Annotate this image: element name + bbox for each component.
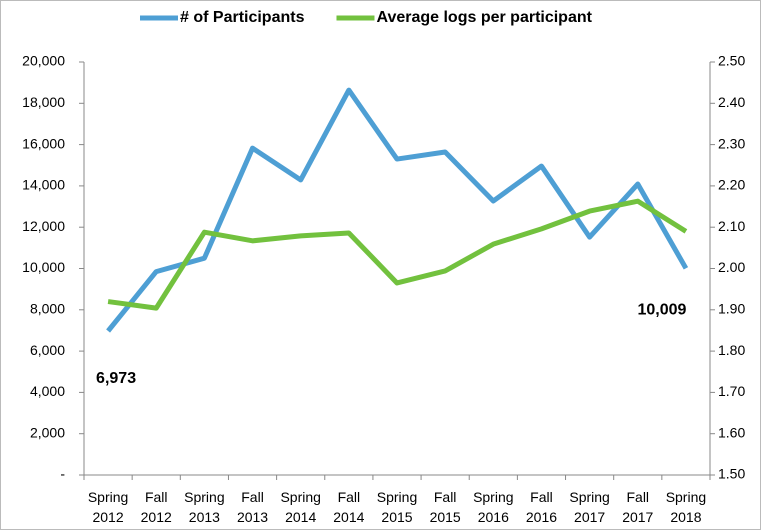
- data-label: 6,973: [96, 370, 136, 387]
- y2-tick-label: 2.20: [718, 177, 745, 193]
- y-tick-label: 6,000: [30, 342, 65, 358]
- x-tick-label: Spring 2012: [87, 489, 129, 525]
- x-tick-label: Spring 2017: [569, 489, 610, 525]
- y-tick-label: 18,000: [22, 94, 65, 110]
- y2-tick-label: 1.90: [718, 301, 745, 317]
- x-tick-label: Fall 2014: [333, 489, 365, 525]
- y-tick-label: 12,000: [22, 218, 65, 234]
- y-tick-label: 8,000: [30, 301, 65, 317]
- y-tick-label: -: [60, 466, 65, 482]
- x-tick-label: Fall 2015: [429, 489, 461, 525]
- y2-tick-label: 2.30: [718, 135, 745, 151]
- y-tick-label: 16,000: [22, 135, 65, 151]
- series-line: [106, 87, 689, 333]
- y2-tick-label: 1.50: [718, 466, 745, 482]
- series-line: [107, 198, 688, 311]
- x-tick-label: Fall 2012: [140, 489, 172, 525]
- x-tick-label: Fall 2016: [525, 489, 558, 525]
- y-tick-label: 14,000: [22, 177, 65, 193]
- y2-tick-label: 1.70: [718, 383, 745, 399]
- x-tick-label: Fall 2017: [622, 489, 654, 525]
- y-tick-label: 10,000: [22, 259, 65, 275]
- y2-tick-label: 1.60: [718, 424, 745, 440]
- y2-tick-label: 1.80: [718, 342, 745, 358]
- legend-label: # of Participants: [180, 9, 305, 26]
- data-label: 10,009: [637, 302, 686, 319]
- x-tick-label: Spring 2018: [665, 489, 707, 525]
- legend-label: Average logs per participant: [376, 9, 592, 26]
- y2-tick-label: 2.10: [718, 218, 745, 234]
- y2-tick-label: 2.40: [718, 94, 745, 110]
- x-tick-label: Spring 2014: [280, 489, 321, 525]
- y-tick-label: 2,000: [30, 424, 65, 440]
- y2-tick-label: 2.00: [718, 259, 745, 275]
- x-tick-label: Spring 2016: [473, 489, 514, 525]
- y-tick-label: 20,000: [22, 53, 65, 69]
- x-tick-label: Spring 2015: [376, 489, 418, 525]
- y-tick-label: 4,000: [30, 383, 65, 399]
- y2-tick-label: 2.50: [718, 53, 745, 69]
- x-tick-label: Fall 2013: [236, 489, 269, 525]
- x-tick-label: Spring 2013: [184, 489, 225, 525]
